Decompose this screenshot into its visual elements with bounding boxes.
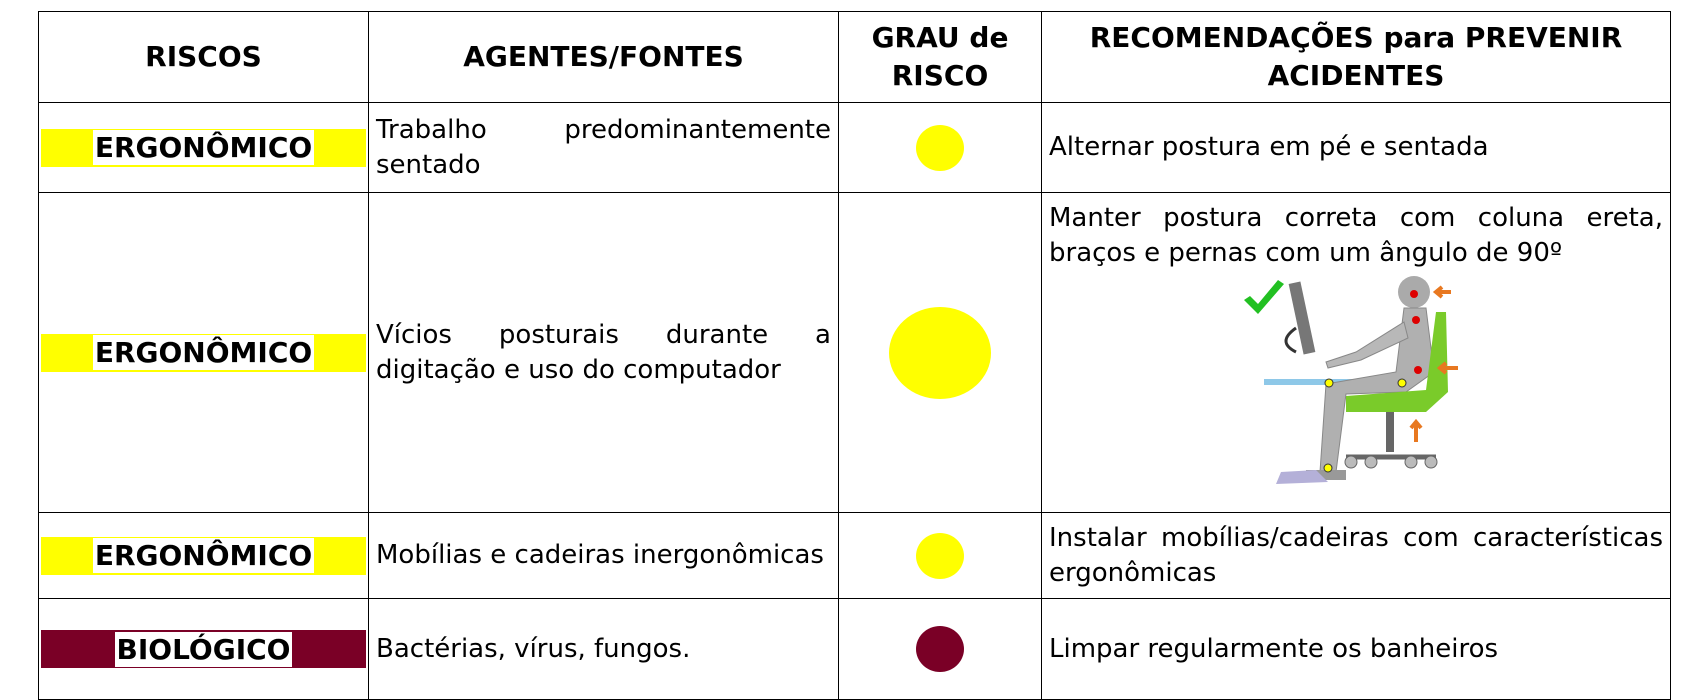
- risk-cell: ERGONÔMICO: [38, 102, 369, 193]
- risk-label: BIOLÓGICO: [114, 631, 293, 667]
- agent-text: Vícios posturais durante a digitação e u…: [376, 319, 831, 385]
- grade-dot: [916, 532, 964, 579]
- recommendation-text: Instalar mobílias/cadeiras com caracterí…: [1049, 522, 1663, 588]
- risk-label: ERGONÔMICO: [92, 335, 315, 370]
- header-text: AGENTES/FONTES: [463, 40, 744, 73]
- risk-cell: BIOLÓGICO: [38, 598, 369, 700]
- agent-cell: Trabalho predominantemente sentado: [368, 102, 839, 193]
- header-cell: AGENTES/FONTES: [368, 11, 839, 103]
- agent-cell: Bactérias, vírus, fungos.: [368, 598, 839, 700]
- page: RISCOS AGENTES/FONTES GRAU de RISCO RECOMEN…: [38, 11, 1671, 700]
- grade-cell: [838, 192, 1042, 513]
- agent-cell: Mobílias e cadeiras inergonômicas: [368, 512, 839, 599]
- agent-cell: Vícios posturais durante a digitação e u…: [368, 192, 839, 513]
- agent-text: Mobílias e cadeiras inergonômicas: [376, 540, 824, 570]
- grade-dot: [889, 306, 991, 399]
- grade-dot: [916, 626, 964, 672]
- risk-label: ERGONÔMICO: [92, 130, 315, 165]
- recommendation-cell: Limpar regularmente os banheiros: [1041, 598, 1671, 700]
- recommendation-cell: Alternar postura em pé e sentada: [1041, 102, 1671, 193]
- header-text: RISCOS: [145, 40, 262, 73]
- risk-cell: ERGONÔMICO: [38, 512, 369, 599]
- grade-cell: [838, 512, 1042, 599]
- header-cell: GRAU de RISCO: [838, 11, 1042, 103]
- recommendation-cell: Instalar mobílias/cadeiras com caracterí…: [1041, 512, 1671, 599]
- risk-table: RISCOS AGENTES/FONTES GRAU de RISCO RECOMEN…: [38, 11, 1671, 700]
- agent-text: Bactérias, vírus, fungos.: [376, 633, 691, 664]
- risk-label: ERGONÔMICO: [92, 538, 315, 573]
- grade-dot: [916, 124, 964, 171]
- header-text: RECOMENDAÇÕES para PREVENIR ACIDENTES: [1089, 21, 1623, 92]
- grade-cell: [838, 102, 1042, 193]
- recommendation-text: Limpar regularmente os banheiros: [1049, 633, 1499, 664]
- agent-text: Trabalho predominantemente sentado: [376, 114, 831, 180]
- risk-cell: ERGONÔMICO: [38, 192, 369, 513]
- posture-illustration: [1244, 276, 1458, 484]
- grade-cell: [838, 598, 1042, 700]
- header-cell: RISCOS: [38, 11, 369, 103]
- header-cell: RECOMENDAÇÕES para PREVENIR ACIDENTES: [1041, 11, 1671, 103]
- recommendation-text: Manter postura correta com coluna ereta,…: [1049, 203, 1663, 268]
- recommendation-text: Alternar postura em pé e sentada: [1049, 132, 1489, 162]
- header-text: GRAU de RISCO: [871, 21, 1009, 92]
